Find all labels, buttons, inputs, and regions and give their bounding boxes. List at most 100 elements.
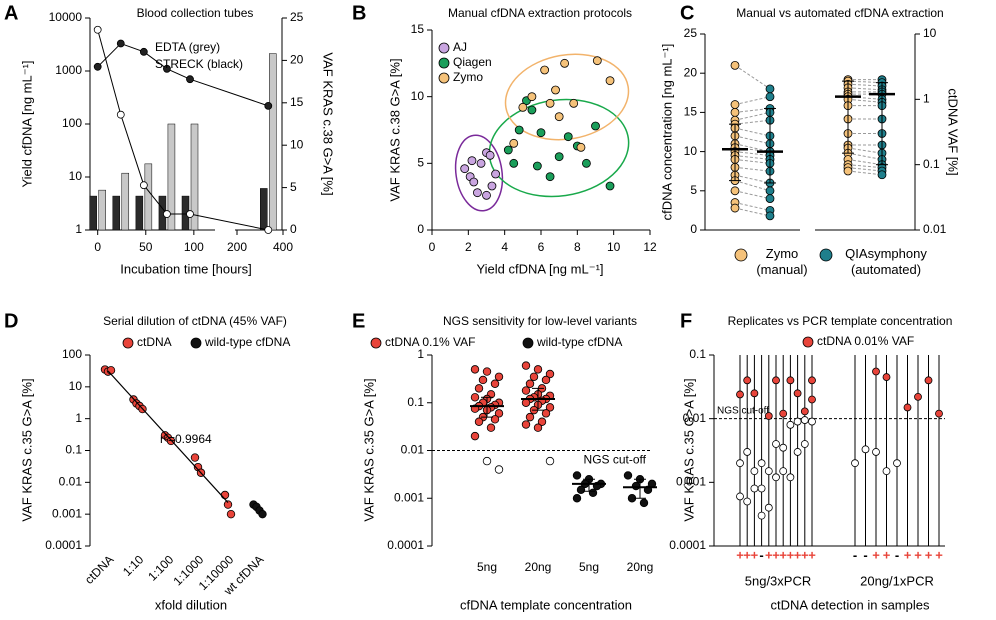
detection-sign: +: [787, 547, 795, 562]
panel-title: Blood collection tubes: [137, 6, 254, 20]
bar: [144, 163, 153, 231]
pair-line: [847, 87, 883, 91]
point: [476, 158, 486, 168]
panel-letter: C: [680, 2, 694, 24]
detection-sign: -: [853, 547, 857, 562]
y-tick-label: 10: [684, 144, 698, 158]
x-tick-label: 8: [574, 240, 581, 254]
point: [582, 158, 591, 168]
point: [764, 467, 773, 476]
point: [521, 398, 531, 407]
point: [529, 372, 539, 381]
point: [527, 92, 537, 102]
pair-line: [847, 147, 883, 154]
legend-marker: [522, 337, 534, 349]
point: [730, 203, 740, 213]
x-axis-label: Yield cfDNA [ng mL⁻¹]: [476, 261, 603, 276]
point: [730, 100, 740, 109]
y-tick-label: 25: [684, 26, 698, 40]
point: [473, 188, 482, 198]
point: [639, 498, 649, 508]
x-tick-label: 0: [94, 240, 101, 254]
y-tick-label: 0.001: [676, 475, 706, 489]
point: [487, 181, 497, 191]
point: [485, 150, 495, 160]
point: [730, 186, 740, 196]
point: [592, 56, 602, 66]
y-tick-label: 10: [69, 379, 83, 393]
point: [764, 412, 773, 420]
point: [765, 211, 775, 221]
point: [772, 376, 780, 385]
point: [800, 440, 809, 448]
y-tick-label: 0.01: [683, 411, 707, 425]
point: [765, 194, 775, 204]
y-axis-label: Yield cfDNA [ng mL⁻¹]: [19, 60, 34, 187]
point: [808, 376, 816, 385]
y-tick-label: 10: [923, 26, 937, 40]
legend-marker: [819, 248, 833, 262]
point: [736, 390, 744, 399]
point: [116, 110, 125, 119]
panel-title: Manual cfDNA extraction protocols: [448, 6, 632, 20]
y-axis-label: VAF KRAS c.38 G>A [%]: [321, 52, 336, 195]
point: [469, 177, 479, 187]
point: [494, 409, 504, 418]
point: [474, 417, 484, 426]
legend-label: Zymo: [453, 70, 483, 84]
cutoff-label: NGS cut-off: [584, 453, 647, 467]
y-tick-label: 100: [62, 116, 82, 130]
point: [106, 366, 116, 375]
annotation: r²=0.9964: [160, 432, 212, 446]
panel-letter: A: [4, 2, 18, 24]
point: [139, 47, 148, 56]
detection-sign: +: [914, 547, 922, 562]
x-tick-label: 12: [643, 240, 657, 254]
point: [924, 376, 933, 385]
line: [97, 29, 269, 231]
pair-line: [847, 152, 883, 160]
y-tick-label: 10: [69, 169, 83, 183]
y-tick-label: 0.01: [401, 443, 425, 457]
detection-sign: +: [904, 547, 912, 562]
y-tick-label: 25: [290, 10, 304, 24]
cutoff-label: NGS cut-off: [717, 405, 769, 416]
point: [470, 365, 480, 374]
legend-label: wild-type cfDNA: [536, 335, 622, 349]
pair-line: [734, 180, 771, 192]
point: [163, 210, 171, 218]
y-tick-label: 15: [411, 22, 425, 36]
legend-label: QIAsymphony (automated): [845, 246, 927, 277]
point: [588, 488, 598, 498]
detection-sign: -: [895, 547, 899, 562]
detection-sign: +: [872, 547, 880, 562]
y-tick-label: 10000: [49, 10, 83, 24]
point: [525, 379, 535, 388]
detection-sign: +: [772, 547, 780, 562]
panel-title: Replicates vs PCR template concentration: [728, 314, 953, 328]
point: [258, 509, 267, 519]
y-tick-label: 0.1: [923, 157, 940, 171]
x-tick-label: 200: [227, 240, 247, 254]
bar: [190, 123, 199, 231]
point: [793, 389, 802, 398]
x-tick-label: 0: [429, 240, 436, 254]
point: [514, 125, 524, 135]
point: [786, 473, 795, 482]
x-tick-label: 50: [139, 240, 153, 254]
point: [474, 384, 484, 393]
point: [533, 423, 543, 432]
pair-line: [734, 127, 771, 137]
panel-letter: F: [680, 310, 692, 332]
detection-sign: +: [808, 547, 816, 562]
pair-line: [847, 170, 883, 176]
point: [757, 459, 766, 468]
point: [779, 443, 788, 452]
legend-marker: [370, 337, 382, 349]
pair-line: [734, 190, 771, 200]
point: [572, 494, 582, 503]
y-tick-label: 0: [290, 222, 297, 236]
point: [223, 500, 233, 509]
point: [793, 448, 802, 456]
point: [486, 423, 496, 432]
